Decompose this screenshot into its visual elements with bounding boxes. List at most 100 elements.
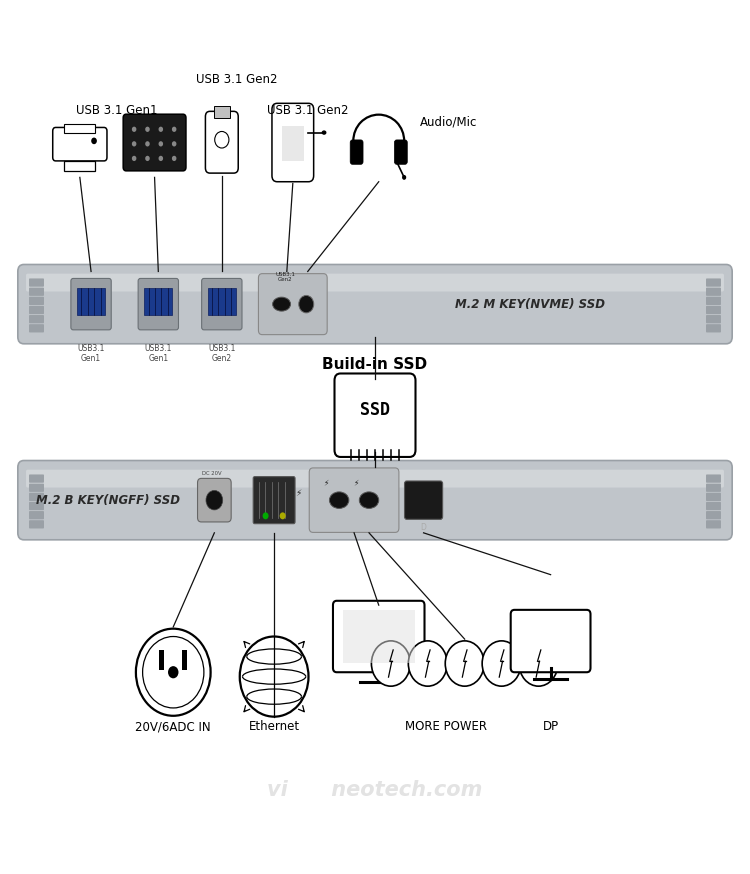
Text: ⚡: ⚡ bbox=[323, 478, 328, 487]
FancyBboxPatch shape bbox=[511, 610, 590, 672]
FancyBboxPatch shape bbox=[29, 520, 44, 529]
Bar bbox=[64, 124, 95, 133]
Circle shape bbox=[146, 127, 150, 132]
Circle shape bbox=[371, 641, 410, 686]
Text: ⚡: ⚡ bbox=[295, 489, 302, 497]
Circle shape bbox=[132, 142, 136, 147]
FancyBboxPatch shape bbox=[26, 274, 724, 292]
FancyBboxPatch shape bbox=[706, 315, 721, 323]
Text: M.2 M KEY(NVME) SSD: M.2 M KEY(NVME) SSD bbox=[454, 298, 604, 310]
Bar bbox=[282, 126, 304, 161]
Circle shape bbox=[158, 142, 163, 147]
FancyBboxPatch shape bbox=[29, 306, 44, 314]
Text: Build-in SSD: Build-in SSD bbox=[322, 357, 428, 371]
FancyBboxPatch shape bbox=[29, 315, 44, 323]
FancyBboxPatch shape bbox=[706, 279, 721, 287]
FancyBboxPatch shape bbox=[197, 478, 231, 522]
Text: USB 3.1 Gen2: USB 3.1 Gen2 bbox=[196, 73, 278, 87]
FancyBboxPatch shape bbox=[29, 288, 44, 296]
Circle shape bbox=[519, 641, 558, 686]
FancyBboxPatch shape bbox=[706, 324, 721, 332]
Circle shape bbox=[240, 636, 308, 717]
Circle shape bbox=[402, 175, 406, 180]
Text: DC 20V: DC 20V bbox=[202, 471, 221, 475]
FancyBboxPatch shape bbox=[333, 600, 424, 672]
Circle shape bbox=[262, 512, 268, 519]
FancyBboxPatch shape bbox=[123, 114, 186, 170]
Circle shape bbox=[172, 156, 176, 161]
Text: Audio/Mic: Audio/Mic bbox=[420, 115, 477, 128]
Circle shape bbox=[168, 666, 178, 678]
Bar bbox=[159, 650, 164, 670]
Text: vi      neotech.com: vi neotech.com bbox=[267, 780, 483, 800]
FancyBboxPatch shape bbox=[29, 324, 44, 332]
Bar bbox=[208, 288, 236, 316]
FancyBboxPatch shape bbox=[202, 279, 242, 329]
FancyBboxPatch shape bbox=[706, 306, 721, 314]
FancyBboxPatch shape bbox=[259, 274, 327, 335]
Text: D: D bbox=[421, 523, 427, 531]
FancyBboxPatch shape bbox=[404, 481, 442, 519]
FancyBboxPatch shape bbox=[706, 502, 721, 510]
Ellipse shape bbox=[322, 131, 326, 134]
FancyBboxPatch shape bbox=[138, 279, 178, 329]
Ellipse shape bbox=[359, 492, 379, 509]
FancyBboxPatch shape bbox=[394, 140, 407, 164]
FancyBboxPatch shape bbox=[29, 493, 44, 501]
FancyBboxPatch shape bbox=[29, 297, 44, 305]
Circle shape bbox=[132, 127, 136, 132]
Bar bbox=[144, 288, 172, 316]
FancyBboxPatch shape bbox=[29, 279, 44, 287]
FancyBboxPatch shape bbox=[350, 140, 363, 164]
Circle shape bbox=[172, 142, 176, 147]
Text: USB3.1
Gen1: USB3.1 Gen1 bbox=[145, 343, 172, 364]
FancyBboxPatch shape bbox=[334, 373, 416, 457]
FancyBboxPatch shape bbox=[206, 111, 238, 173]
FancyBboxPatch shape bbox=[18, 461, 732, 540]
Text: M.2 B KEY(NGFF) SSD: M.2 B KEY(NGFF) SSD bbox=[36, 494, 180, 507]
Circle shape bbox=[146, 142, 150, 147]
Bar bbox=[343, 610, 415, 662]
FancyBboxPatch shape bbox=[706, 288, 721, 296]
Circle shape bbox=[158, 156, 163, 161]
Circle shape bbox=[92, 137, 97, 144]
FancyBboxPatch shape bbox=[706, 511, 721, 519]
FancyBboxPatch shape bbox=[18, 265, 732, 343]
Text: MORE POWER: MORE POWER bbox=[405, 720, 487, 733]
Text: USB 3.1 Gen1: USB 3.1 Gen1 bbox=[76, 104, 158, 117]
Ellipse shape bbox=[329, 492, 349, 509]
Circle shape bbox=[214, 131, 229, 148]
Text: USB3.1
Gen2: USB3.1 Gen2 bbox=[209, 343, 236, 364]
Circle shape bbox=[146, 156, 150, 161]
FancyBboxPatch shape bbox=[26, 469, 724, 488]
Circle shape bbox=[172, 127, 176, 132]
Circle shape bbox=[280, 512, 286, 519]
Circle shape bbox=[408, 641, 447, 686]
FancyBboxPatch shape bbox=[706, 483, 721, 492]
Bar bbox=[214, 106, 230, 118]
Circle shape bbox=[136, 628, 211, 716]
FancyBboxPatch shape bbox=[706, 297, 721, 305]
Circle shape bbox=[298, 295, 314, 313]
FancyBboxPatch shape bbox=[706, 475, 721, 482]
Bar bbox=[77, 288, 105, 316]
Ellipse shape bbox=[273, 297, 290, 311]
FancyBboxPatch shape bbox=[706, 493, 721, 501]
FancyBboxPatch shape bbox=[29, 483, 44, 492]
Text: USB 3.1 Gen2: USB 3.1 Gen2 bbox=[267, 104, 349, 117]
FancyBboxPatch shape bbox=[272, 103, 314, 182]
Text: USB3.1
Gen1: USB3.1 Gen1 bbox=[77, 343, 105, 364]
FancyBboxPatch shape bbox=[53, 128, 107, 161]
Circle shape bbox=[142, 636, 204, 708]
Text: ⚡: ⚡ bbox=[353, 478, 358, 487]
FancyBboxPatch shape bbox=[706, 520, 721, 529]
FancyBboxPatch shape bbox=[29, 475, 44, 482]
Text: SSD: SSD bbox=[360, 401, 390, 419]
Circle shape bbox=[132, 156, 136, 161]
Bar bbox=[182, 650, 188, 670]
FancyBboxPatch shape bbox=[71, 279, 111, 329]
Text: 20V/6ADC IN: 20V/6ADC IN bbox=[136, 720, 211, 733]
FancyBboxPatch shape bbox=[254, 476, 295, 524]
Circle shape bbox=[206, 490, 223, 510]
FancyBboxPatch shape bbox=[29, 502, 44, 510]
